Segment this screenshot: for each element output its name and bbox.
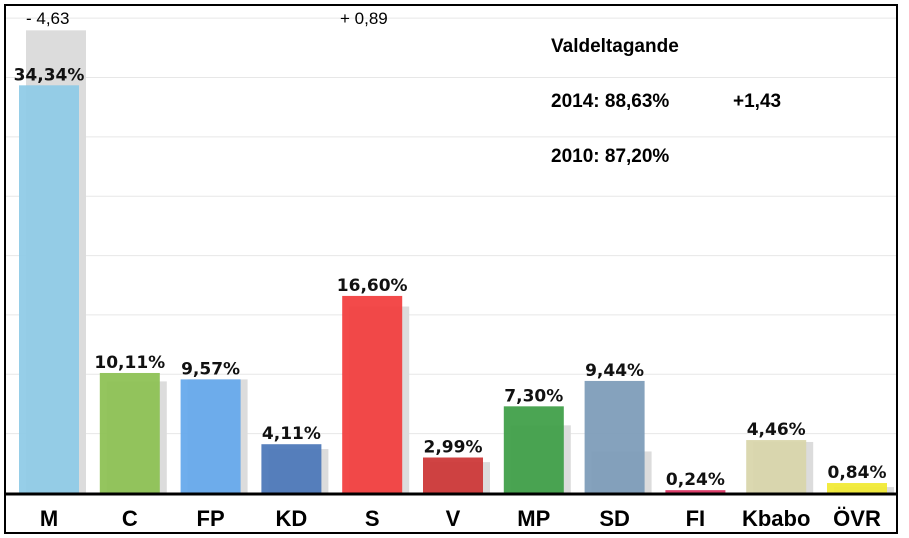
- bar: [746, 440, 807, 493]
- value-label: 4,11%: [262, 424, 321, 444]
- change-annotation-s: + 0,89: [340, 9, 388, 28]
- category-label: ÖVR: [833, 506, 881, 531]
- category-labels: M C FP KD S V MP SD FI Kbabo ÖVR: [40, 506, 881, 531]
- bar: [665, 490, 726, 493]
- value-label: 34,34%: [14, 65, 85, 85]
- category-label: MP: [517, 506, 550, 531]
- current-election-bars: [19, 85, 887, 493]
- category-label: FI: [686, 506, 706, 531]
- bar: [827, 483, 887, 493]
- bar: [342, 295, 403, 493]
- turnout-2014: 2014: 88,63%: [551, 91, 669, 112]
- bar: [180, 379, 241, 493]
- bar: [584, 380, 645, 493]
- value-label: 16,60%: [337, 276, 408, 296]
- value-label: 10,11%: [94, 353, 165, 373]
- value-label: 0,24%: [666, 470, 725, 490]
- bar: [261, 444, 322, 493]
- value-label: 0,84%: [828, 463, 887, 483]
- value-label: 7,30%: [504, 386, 563, 406]
- bar: [19, 85, 79, 493]
- turnout-2010: 2010: 87,20%: [551, 146, 669, 167]
- category-label: M: [40, 506, 58, 531]
- category-label: KD: [276, 506, 308, 531]
- category-label: S: [365, 506, 380, 531]
- category-label: C: [122, 506, 138, 531]
- value-label: 9,57%: [181, 359, 240, 379]
- bar: [99, 372, 160, 493]
- value-label: 2,99%: [424, 438, 483, 458]
- bar: [423, 457, 483, 493]
- turnout-title: Valdeltagande: [551, 36, 679, 57]
- category-label: SD: [599, 506, 630, 531]
- bar: [503, 406, 564, 493]
- value-label: 4,46%: [747, 420, 806, 440]
- change-annotation-m: - 4,63: [26, 9, 69, 28]
- category-label: Kbabo: [742, 506, 810, 531]
- value-labels: 34,34% 10,11% 9,57% 4,11% 16,60% 2,99% 7,30% 9,…: [14, 65, 887, 490]
- category-label: FP: [197, 506, 225, 531]
- category-label: V: [446, 506, 461, 531]
- value-label: 9,44%: [585, 361, 644, 381]
- turnout-change: +1,43: [733, 91, 781, 112]
